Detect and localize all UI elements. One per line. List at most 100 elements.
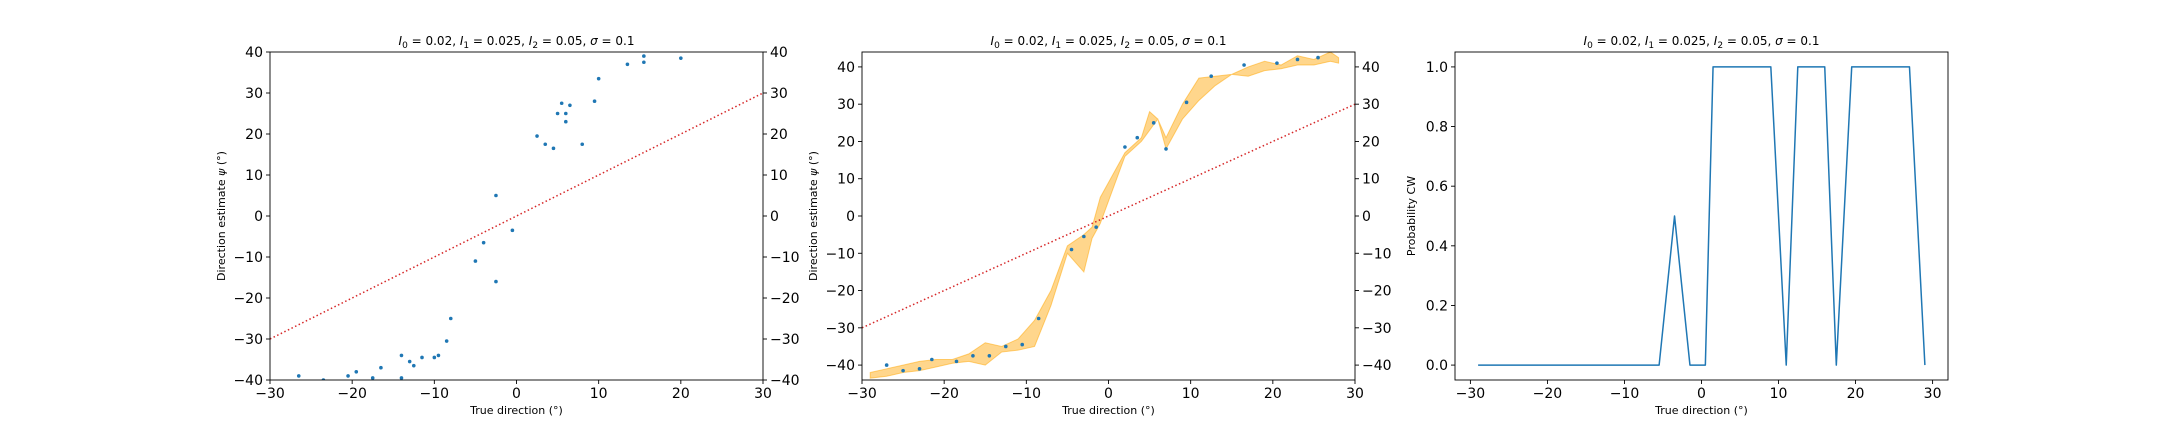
y-axis-label-part: Direction estimate bbox=[215, 176, 228, 281]
data-point bbox=[1295, 57, 1300, 62]
data-point bbox=[1082, 234, 1086, 239]
data-point bbox=[564, 111, 568, 116]
data-point bbox=[420, 355, 424, 360]
panel-title-part: 1 bbox=[463, 41, 469, 51]
data-point bbox=[1094, 225, 1098, 229]
x-tick-label: 20 bbox=[1264, 386, 1282, 402]
y-tick-label: 10 bbox=[245, 168, 263, 184]
right-y-tick-label: 40 bbox=[1362, 60, 1380, 76]
right-y-tick-label: −20 bbox=[770, 291, 800, 307]
data-point bbox=[1275, 61, 1279, 65]
panel-title-part: = 0.02, bbox=[408, 34, 460, 48]
y-tick-label: 0.8 bbox=[1426, 120, 1448, 136]
panel-title-part: I bbox=[1645, 34, 1649, 48]
panel-title-part: = 0.05, bbox=[538, 34, 590, 48]
y-tick-label: 40 bbox=[245, 45, 263, 61]
data-point bbox=[1123, 145, 1127, 149]
panel-title-part: 1 bbox=[1055, 41, 1061, 51]
right-y-tick-label: −10 bbox=[1362, 246, 1392, 262]
x-tick-label: 20 bbox=[1847, 386, 1865, 402]
y-axis-label-part: (°) bbox=[807, 151, 820, 169]
panel-title-part: 0 bbox=[1587, 41, 1593, 51]
panel-title-part: = 0.1 bbox=[1190, 34, 1227, 48]
right-y-tick-label: 20 bbox=[1362, 134, 1380, 150]
panel-title-part: = 0.1 bbox=[1783, 34, 1820, 48]
x-tick-label: −10 bbox=[1610, 386, 1640, 402]
probability-line bbox=[1478, 66, 1926, 366]
panel-title: I0 = 0.02, I1 = 0.025, I2 = 0.05, σ = 0.… bbox=[1584, 34, 1820, 51]
panel-title-part: 1 bbox=[1648, 41, 1654, 51]
right-y-tick-label: −30 bbox=[770, 332, 800, 348]
data-point bbox=[642, 54, 646, 58]
right-y-tick-label: −40 bbox=[1362, 358, 1392, 374]
plot-area bbox=[862, 52, 1355, 379]
panel-title-part: = 0.025, bbox=[1654, 34, 1714, 48]
panel-title-part: I bbox=[991, 34, 995, 48]
x-tick-label: 10 bbox=[590, 386, 608, 402]
data-point bbox=[1184, 100, 1189, 105]
panel-title-part: = 0.05, bbox=[1723, 34, 1775, 48]
data-point bbox=[399, 353, 404, 358]
data-point bbox=[596, 76, 601, 81]
y-tick-label: 0 bbox=[254, 209, 263, 225]
y-axis-label: Probability CW bbox=[1405, 176, 1418, 256]
y-tick-label: 0 bbox=[846, 209, 855, 225]
data-point bbox=[930, 357, 934, 362]
right-y-tick-label: 10 bbox=[1362, 172, 1380, 188]
panel-title-part: = 0.05, bbox=[1130, 34, 1182, 48]
identity-reference-line bbox=[270, 92, 763, 340]
panel-title-part: I bbox=[1121, 34, 1125, 48]
data-point bbox=[884, 363, 889, 367]
data-point bbox=[679, 56, 683, 60]
y-tick-label: 0.2 bbox=[1426, 298, 1448, 314]
data-point bbox=[1135, 135, 1140, 140]
data-point bbox=[473, 259, 478, 263]
x-tick-label: 10 bbox=[1770, 386, 1788, 402]
data-point bbox=[559, 101, 564, 106]
y-axis-label: Direction estimate ψ (°) bbox=[215, 151, 228, 281]
x-tick-label: 0 bbox=[1697, 386, 1706, 402]
y-axis-label-part: Direction estimate bbox=[807, 176, 820, 281]
y-axis-label-part: Probability CW bbox=[1405, 176, 1418, 256]
panel-title-part: = 0.025, bbox=[469, 34, 529, 48]
x-tick-label: 20 bbox=[672, 386, 690, 402]
data-point bbox=[379, 365, 383, 370]
y-tick-label: 0.0 bbox=[1426, 358, 1448, 374]
x-tick-label: −20 bbox=[337, 386, 367, 402]
data-point bbox=[954, 359, 959, 364]
panel-probability-cw: −30 −20 −10 0 10 20 300.00.20.40.60.81.0I0 = 0… bbox=[1405, 34, 1949, 417]
panel-title-part: = 0.02, bbox=[1593, 34, 1645, 48]
right-y-tick-label: −40 bbox=[770, 373, 800, 389]
y-tick-label: −40 bbox=[825, 358, 855, 374]
data-point bbox=[1036, 316, 1041, 321]
y-tick-label: 40 bbox=[837, 60, 855, 76]
data-point bbox=[494, 193, 498, 198]
y-tick-label: −20 bbox=[233, 291, 263, 307]
panel-title-part: I bbox=[1584, 34, 1588, 48]
y-tick-label: 0.4 bbox=[1426, 239, 1448, 255]
right-y-tick-label: −10 bbox=[770, 250, 800, 266]
data-point bbox=[901, 368, 905, 373]
x-tick-label: 0 bbox=[1104, 386, 1113, 402]
x-axis-label: True direction (°) bbox=[1061, 404, 1155, 417]
right-y-tick-label: 10 bbox=[770, 168, 788, 184]
panel-title-part: I bbox=[1052, 34, 1056, 48]
panel-title-part: = 0.025, bbox=[1061, 34, 1121, 48]
right-y-tick-label: 30 bbox=[770, 86, 788, 102]
y-tick-label: −30 bbox=[233, 332, 263, 348]
data-point bbox=[625, 62, 630, 67]
panel-title-part: 2 bbox=[1717, 41, 1723, 51]
data-point bbox=[535, 134, 539, 138]
identity-reference-line bbox=[862, 103, 1355, 329]
data-point bbox=[971, 353, 975, 358]
y-axis-label-part: (°) bbox=[215, 151, 228, 169]
y-tick-label: −20 bbox=[825, 284, 855, 300]
x-tick-label: 0 bbox=[512, 386, 521, 402]
panel-direction-estimate-band: −30 −20 −10 0 10 20 30−40 −40−30 −30−20 −20−10 −10… bbox=[807, 34, 1392, 417]
data-point bbox=[444, 339, 449, 343]
panel-title-part: = 0.1 bbox=[598, 34, 635, 48]
data-point bbox=[1242, 63, 1246, 67]
y-tick-label: 0.6 bbox=[1426, 179, 1448, 195]
data-point bbox=[555, 111, 560, 116]
panel-title-part: I bbox=[529, 34, 533, 48]
